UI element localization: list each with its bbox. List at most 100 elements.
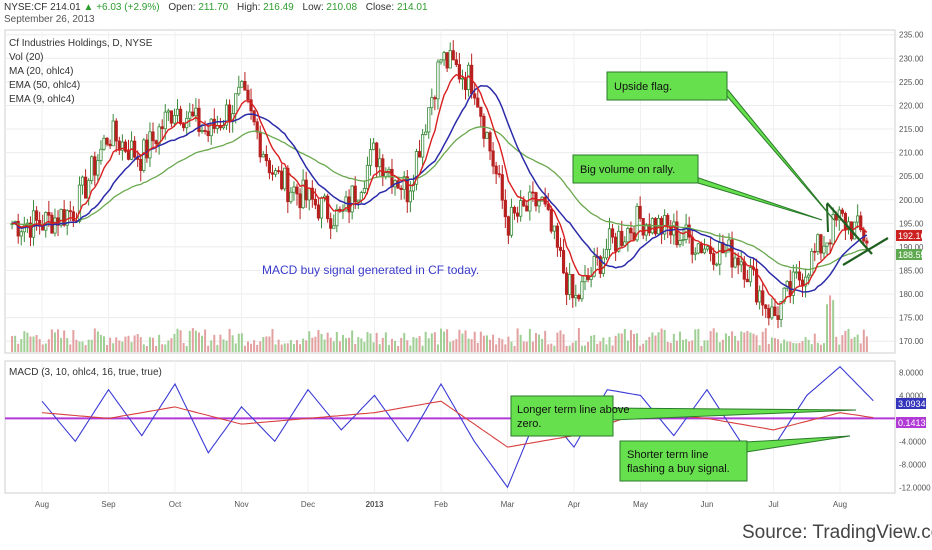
candle-body <box>68 210 72 213</box>
macd-tag-blue: 3.0934 <box>898 399 926 409</box>
x-tick-label: Aug <box>35 500 49 509</box>
volume-bar <box>308 331 311 352</box>
candle-body <box>362 188 367 193</box>
candle-body <box>96 160 100 176</box>
candle-body <box>528 191 532 212</box>
volume-bar <box>50 329 53 352</box>
legend-title: Cf Industries Holdings, D, NYSE <box>9 38 153 49</box>
low-label: Low: <box>302 2 324 13</box>
candle-body <box>442 52 446 61</box>
macd-signal-note: MACD buy signal generated in CF today. <box>262 263 479 277</box>
volume-bar <box>651 332 654 352</box>
volume-bar <box>237 333 240 352</box>
price-tag-red: 192.16 <box>898 231 926 241</box>
candle-body <box>500 174 504 201</box>
macd-legend: MACD (3, 10, ohlc4, 16, true, true) <box>9 367 162 378</box>
volume-bar <box>17 343 20 352</box>
volume-bar <box>721 339 724 352</box>
candle-body <box>491 150 495 167</box>
volume-bar <box>299 344 302 352</box>
volume-bar <box>608 337 611 352</box>
volume-bar <box>329 337 332 352</box>
volume-bar <box>492 334 495 352</box>
volume-bar <box>93 328 96 352</box>
volume-bar <box>636 333 639 352</box>
candle-body <box>102 137 106 150</box>
volume-bar <box>599 341 602 352</box>
volume-bar <box>366 331 369 352</box>
volume-bar <box>280 344 283 352</box>
candle-body <box>696 243 700 254</box>
candle-body <box>758 290 762 303</box>
volume-bar <box>645 340 648 352</box>
volume-bar <box>170 338 173 352</box>
candle-body <box>531 191 535 194</box>
volume-bar <box>783 339 786 352</box>
volume-bar <box>332 341 335 352</box>
volume-bar <box>479 331 482 352</box>
volume-bar <box>654 335 657 352</box>
candle-body <box>316 204 321 219</box>
candle-body <box>111 120 115 147</box>
candle-body <box>623 241 627 246</box>
volume-bar <box>642 343 645 352</box>
volume-bar <box>381 337 384 352</box>
macd-tick-label: 4.0000 <box>899 391 924 400</box>
candle-body <box>580 281 584 300</box>
volume-bar <box>378 344 381 352</box>
volume-bar <box>127 335 130 352</box>
volume-bar <box>819 344 822 352</box>
price-tick-label: 215.00 <box>899 125 924 134</box>
candle-body <box>350 185 354 213</box>
volume-bar <box>544 330 547 352</box>
x-tick-label: Feb <box>434 500 448 509</box>
candle-body <box>485 132 489 139</box>
volume-bar <box>789 341 792 352</box>
volume-bar <box>26 332 29 352</box>
volume-bar <box>718 342 721 352</box>
volume-bar <box>675 340 678 352</box>
volume-bar <box>623 328 626 352</box>
volume-bar <box>228 328 231 352</box>
volume-bar <box>534 332 537 352</box>
macd-tick-label: -8.0000 <box>899 460 927 469</box>
candle-body <box>457 64 461 80</box>
volume-bars <box>11 295 868 352</box>
volume-bar <box>678 331 681 352</box>
volume-bar <box>556 332 559 352</box>
volume-bar <box>443 331 446 352</box>
x-tick-label: 2013 <box>366 500 384 509</box>
volume-bar <box>663 329 666 352</box>
candle-body <box>286 167 290 203</box>
volume-bar <box>633 334 636 352</box>
volume-bar <box>666 341 669 352</box>
volume-bar <box>550 343 553 352</box>
candle-body <box>819 234 823 254</box>
candle-body <box>169 110 173 124</box>
candle-body <box>617 230 621 252</box>
candle-body <box>748 267 753 283</box>
volume-bar <box>749 332 752 352</box>
candle-body <box>448 50 452 69</box>
candle-body <box>552 225 556 232</box>
volume-bar <box>360 338 363 352</box>
close-label: Close: <box>365 2 395 13</box>
volume-bar <box>804 337 807 352</box>
candle-body <box>19 231 23 237</box>
volume-bar <box>838 344 841 352</box>
candle-body <box>736 257 740 266</box>
volume-bar <box>826 304 829 352</box>
candle-body <box>71 211 75 222</box>
candle-body <box>249 99 253 112</box>
macd-tag-purple: 0.1413 <box>898 418 926 428</box>
volume-bar <box>11 335 14 352</box>
volume-bar <box>406 340 409 352</box>
price-tick-label: 235.00 <box>899 31 924 40</box>
longer-term-text-2: zero. <box>517 418 541 430</box>
volume-bar <box>124 336 127 352</box>
candle-body <box>99 148 103 161</box>
x-tick-label: May <box>633 500 648 509</box>
volume-bar <box>482 335 485 352</box>
candle-body <box>408 190 412 203</box>
candle-body <box>862 229 866 242</box>
